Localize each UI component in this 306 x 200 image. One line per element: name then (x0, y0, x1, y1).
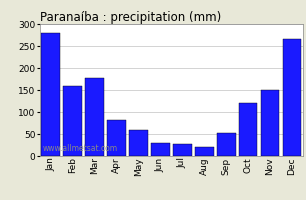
Bar (173, 144, 192, 156)
Text: www.allmetsat.com: www.allmetsat.com (43, 144, 118, 153)
Bar (41, 33, 60, 156)
Bar (129, 130, 148, 156)
Bar (283, 39, 301, 156)
Bar (63, 86, 82, 156)
Bar (107, 120, 126, 156)
Bar (217, 133, 236, 156)
Text: Paranaíba : precipitation (mm): Paranaíba : precipitation (mm) (40, 11, 221, 24)
Bar (239, 103, 257, 156)
Bar (85, 78, 104, 156)
Bar (195, 147, 214, 156)
Bar (261, 90, 279, 156)
Bar (151, 143, 170, 156)
